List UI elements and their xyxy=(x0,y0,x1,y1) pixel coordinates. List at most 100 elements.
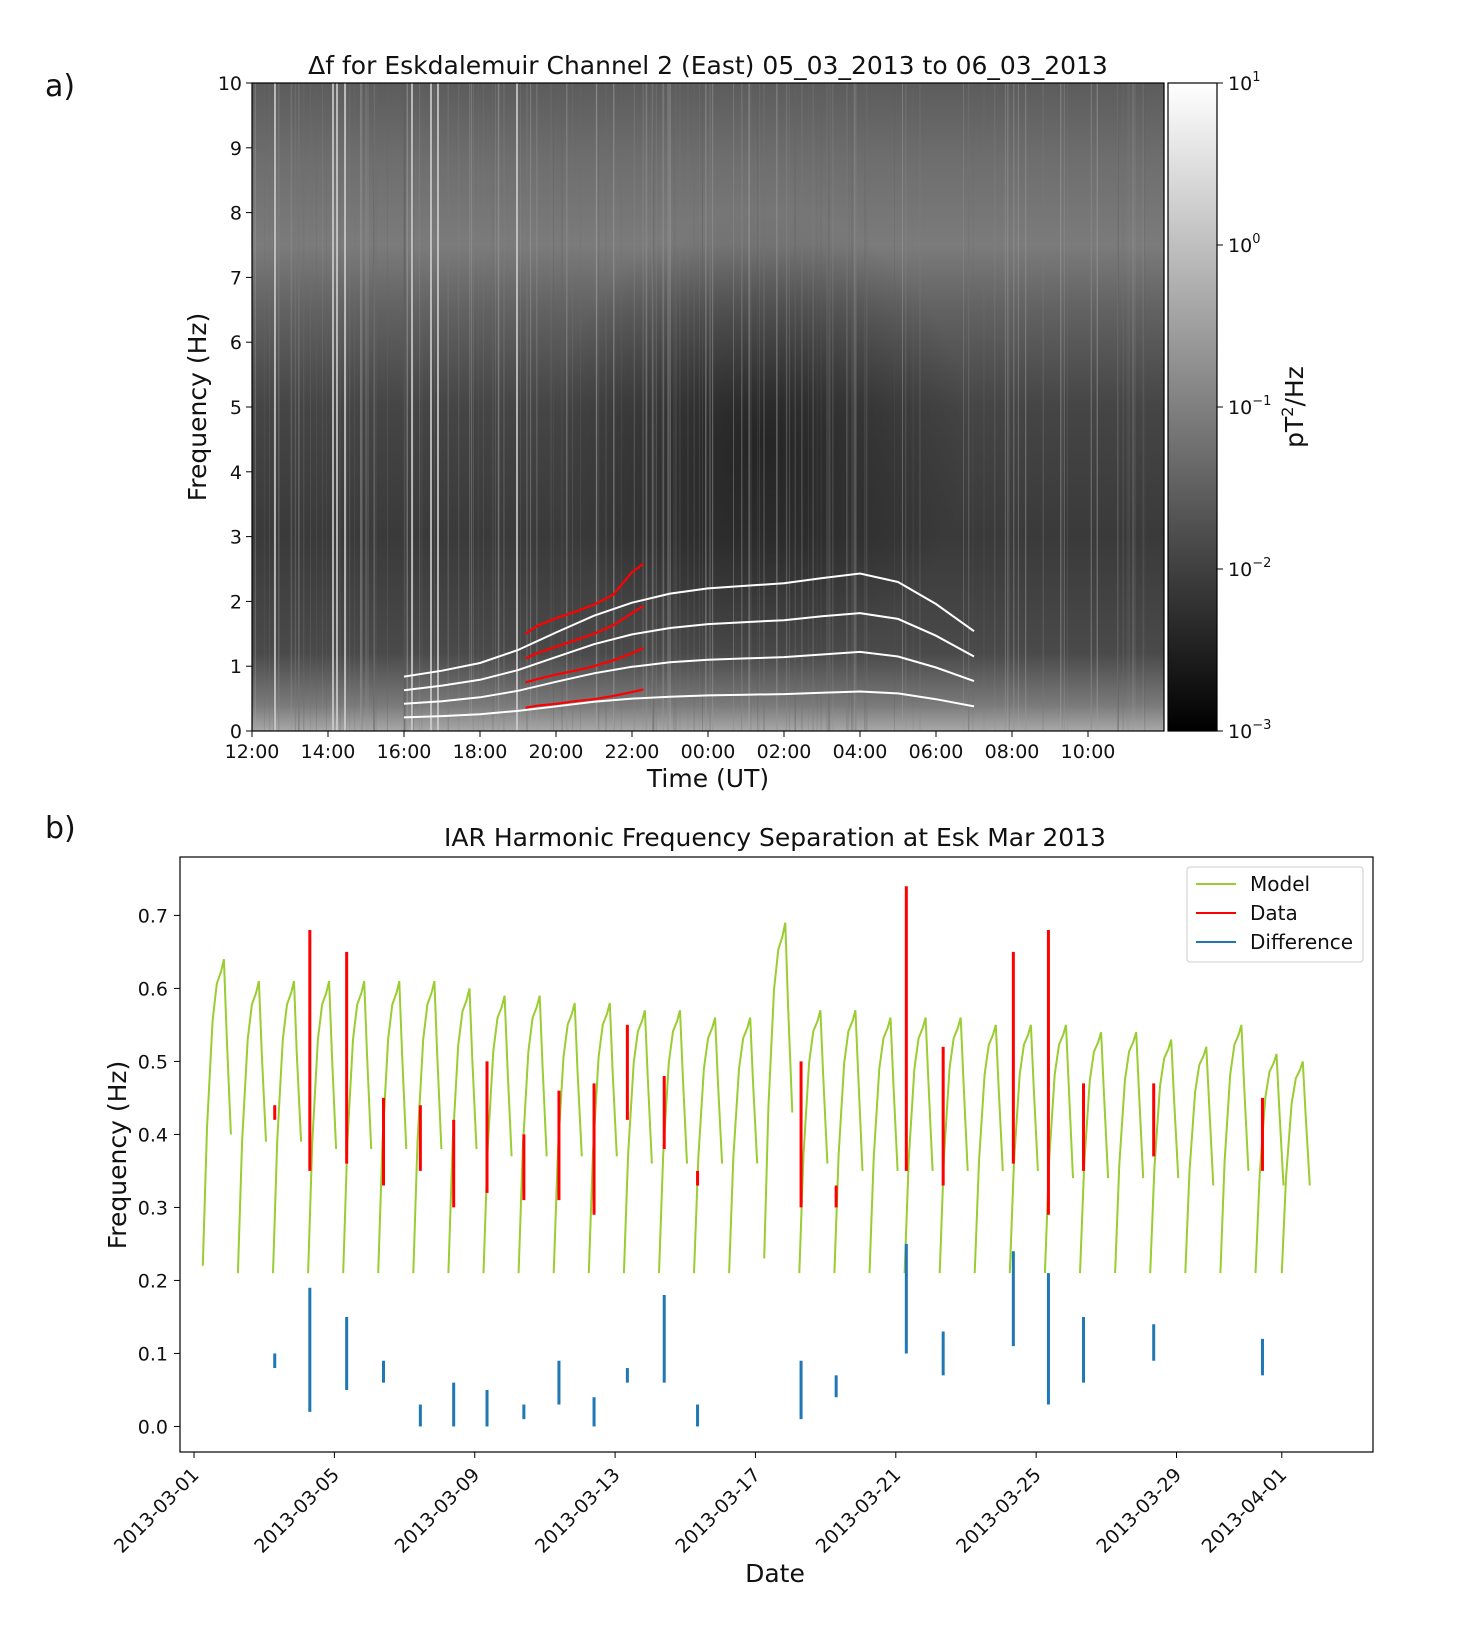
model-night-16 xyxy=(728,1017,759,1274)
model-night-31 xyxy=(1254,1053,1285,1274)
x-tick-label: 08:00 xyxy=(985,741,1040,763)
model-night-20 xyxy=(868,1017,899,1274)
model-night-26 xyxy=(1079,1031,1110,1274)
panel-b-plot-area xyxy=(180,857,1373,1452)
panel-a-title: Δf for Eskdalemuir Channel 2 (East) 05_0… xyxy=(308,51,1108,80)
x-tick-label: 2013-03-29 xyxy=(1092,1464,1186,1558)
spectrogram-dark-region xyxy=(550,210,970,670)
x-tick-label: 06:00 xyxy=(909,741,964,763)
y-tick-label: 5 xyxy=(230,397,242,419)
panel-b-difference-series xyxy=(273,1243,1264,1427)
data-line-harmonic-1 xyxy=(525,688,644,709)
colorbar-tick-label: 10−2 xyxy=(1228,556,1271,581)
y-tick-label: 0.0 xyxy=(138,1416,168,1438)
model-night-25 xyxy=(1043,1024,1074,1274)
x-tick-label: 2013-03-09 xyxy=(391,1464,485,1558)
colorbar-tick-label: 10−1 xyxy=(1228,394,1271,419)
x-tick-label: 2013-03-13 xyxy=(531,1464,625,1558)
panel-b-model-series xyxy=(201,922,1311,1274)
x-tick-label: 20:00 xyxy=(529,741,584,763)
model-night-4 xyxy=(307,980,338,1274)
panel-b-data-series xyxy=(273,886,1264,1215)
panel-a-data-lines xyxy=(524,562,645,709)
panel-a-x-axis-label: Time (UT) xyxy=(646,764,769,793)
data-line-harmonic-4 xyxy=(524,562,645,635)
y-tick-label: 2 xyxy=(230,591,242,613)
legend-label-data: Data xyxy=(1250,901,1298,925)
y-tick-label: 4 xyxy=(230,462,242,484)
data-line-harmonic-2 xyxy=(525,647,644,684)
y-tick-label: 3 xyxy=(230,527,242,549)
panel-a-model-lines xyxy=(403,572,975,719)
data-line-harmonic-3 xyxy=(525,604,644,660)
model-night-30 xyxy=(1219,1024,1250,1274)
y-tick-label: 0.7 xyxy=(138,905,168,927)
x-tick-label: 14:00 xyxy=(301,741,356,763)
y-tick-label: 0.1 xyxy=(138,1343,168,1365)
panel-b-label: b) xyxy=(45,811,76,846)
y-tick-label: 9 xyxy=(230,138,242,160)
colorbar-tick-label: 101 xyxy=(1228,70,1260,95)
colorbar-ticks: 10−3 10−2 10−1 100 101 xyxy=(1217,70,1271,743)
colorbar-tick-label: 10−3 xyxy=(1228,718,1271,743)
model-night-27 xyxy=(1114,1031,1145,1274)
model-line-harmonic-3 xyxy=(403,612,975,692)
x-tick-label: 02:00 xyxy=(757,741,812,763)
model-night-13 xyxy=(622,1010,653,1274)
model-night-1 xyxy=(201,958,232,1266)
model-night-18 xyxy=(798,1010,829,1274)
x-tick-label: 2013-03-25 xyxy=(952,1464,1046,1558)
model-line-harmonic-2 xyxy=(403,650,975,705)
x-tick-label: 2013-03-21 xyxy=(812,1464,906,1558)
model-night-24 xyxy=(1008,1024,1039,1274)
colorbar xyxy=(1167,82,1218,732)
x-tick-label: 2013-03-17 xyxy=(671,1464,765,1558)
spectrogram-streaks xyxy=(252,83,1146,731)
x-tick-label: 10:00 xyxy=(1061,741,1116,763)
panel-a-x-ticks: 12:00 14:00 16:00 18:00 20:00 22:00 00:00 02:00… xyxy=(225,731,1116,763)
model-night-17 xyxy=(763,922,794,1259)
panel-b-frame xyxy=(179,856,1374,1453)
panel-a-y-ticks: 0 1 2 3 4 5 6 7 8 9 10 xyxy=(218,73,252,743)
model-night-19 xyxy=(833,1010,864,1274)
panel-b-y-ticks: 0.0 0.1 0.2 0.3 0.4 0.5 0.6 0.7 xyxy=(138,905,180,1438)
y-tick-label: 8 xyxy=(230,203,242,225)
model-night-21 xyxy=(903,1017,934,1274)
model-night-15 xyxy=(693,1017,724,1274)
y-tick-label: 0.3 xyxy=(138,1197,168,1219)
colorbar-tick-label: 100 xyxy=(1228,232,1260,257)
panel-a-y-axis-label: Frequency (Hz) xyxy=(183,313,212,502)
legend-label-model: Model xyxy=(1250,872,1310,896)
x-tick-label: 12:00 xyxy=(225,741,280,763)
legend-box xyxy=(1186,866,1364,963)
y-tick-label: 10 xyxy=(218,73,242,95)
model-night-5 xyxy=(342,980,373,1274)
legend-label-difference: Difference xyxy=(1250,930,1353,954)
colorbar-label: pT2/Hz xyxy=(1278,366,1309,448)
model-night-23 xyxy=(973,1024,1004,1274)
y-tick-label: 6 xyxy=(230,332,242,354)
x-tick-label: 04:00 xyxy=(833,741,888,763)
x-tick-label: 2013-03-01 xyxy=(110,1464,204,1558)
panel-b-x-ticks: 2013-03-01 2013-03-05 2013-03-09 2013-03-13… xyxy=(110,1452,1291,1558)
model-line-harmonic-4 xyxy=(403,572,975,678)
panel-a-label: a) xyxy=(45,69,75,104)
model-night-29 xyxy=(1184,1046,1215,1274)
model-night-3 xyxy=(272,980,303,1274)
model-night-32 xyxy=(1280,1061,1311,1274)
x-tick-label: 18:00 xyxy=(453,741,508,763)
panel-b-y-axis-label: Frequency (Hz) xyxy=(103,1061,132,1250)
y-tick-label: 0.2 xyxy=(138,1270,168,1292)
y-tick-label: 0 xyxy=(230,721,242,743)
y-tick-label: 0.6 xyxy=(138,978,168,1000)
x-tick-label: 2013-03-05 xyxy=(250,1464,344,1558)
y-tick-label: 0.4 xyxy=(138,1124,168,1146)
model-night-7 xyxy=(412,980,443,1274)
x-tick-label: 00:00 xyxy=(681,741,736,763)
y-tick-label: 1 xyxy=(230,656,242,678)
y-tick-label: 0.5 xyxy=(138,1051,168,1073)
x-tick-label: 22:00 xyxy=(605,741,660,763)
x-tick-label: 16:00 xyxy=(377,741,432,763)
model-night-9 xyxy=(482,995,513,1274)
